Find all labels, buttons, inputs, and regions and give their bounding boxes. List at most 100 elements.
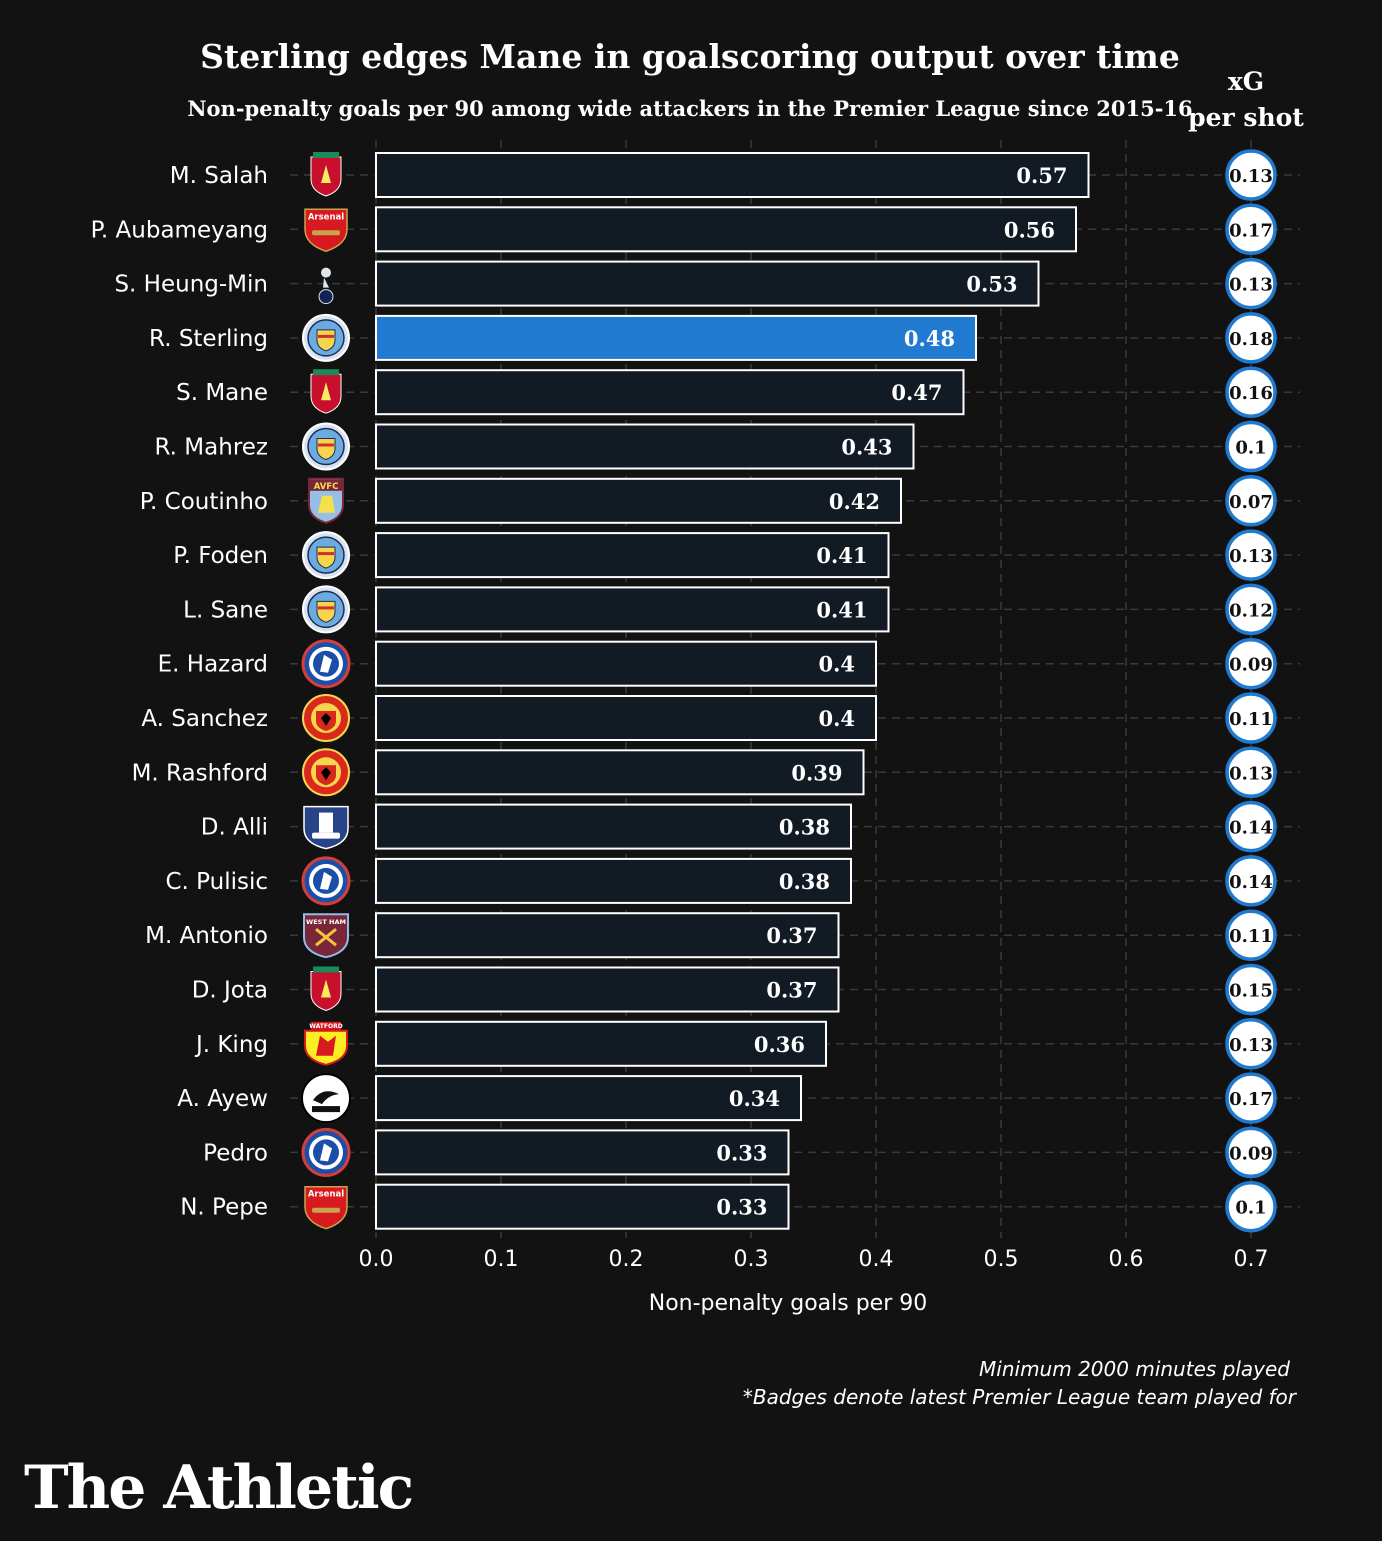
xg-circle	[1225, 963, 1277, 1016]
xg-circle	[1225, 149, 1277, 201]
player-name-label: R. Sterling	[149, 326, 268, 352]
chelsea-badge-icon	[301, 1127, 351, 1177]
bar-p-coutinho	[375, 477, 902, 524]
xg-circle	[1225, 692, 1277, 744]
man-city-shield	[316, 600, 336, 623]
footnote-badges: *Badges denote latest Premier League tea…	[743, 1385, 1298, 1409]
bar-value-label: 0.4	[818, 706, 855, 731]
x-tick-label: 0.2	[609, 1247, 644, 1272]
bar-value-label: 0.57	[1016, 163, 1067, 188]
player-name-label: P. Aubameyang	[91, 217, 268, 243]
man-city-badge-icon	[302, 422, 350, 471]
bar-value-label: 0.33	[716, 1195, 767, 1220]
player-name-label: A. Ayew	[177, 1086, 268, 1112]
xg-circle	[1225, 1126, 1277, 1179]
xg-value-label: 0.14	[1229, 818, 1273, 839]
man-city-badge-icon	[302, 531, 350, 580]
xg-value-label: 0.14	[1229, 872, 1273, 893]
arsenal-badge-icon: Arsenal	[304, 1185, 348, 1230]
xg-value-label: 0.09	[1229, 1143, 1273, 1164]
xg-value-label: 0.07	[1229, 492, 1273, 513]
liverpool-gates	[313, 369, 339, 376]
xg-value-label: 0.13	[1229, 546, 1273, 567]
bar-value-label: 0.38	[779, 815, 830, 840]
bar-e-hazard	[375, 640, 877, 687]
xg-value-label: 0.1	[1235, 1198, 1266, 1219]
aston-villa-banner	[310, 479, 342, 491]
x-tick-label: 0.4	[859, 1247, 894, 1272]
liverbird-icon	[321, 382, 331, 401]
bar-m-antonio	[375, 912, 840, 959]
bar-l-sane	[375, 586, 890, 633]
bar-r-mahrez	[375, 423, 915, 470]
xg-circle	[1225, 475, 1277, 527]
chart-title: Sterling edges Mane in goalscoring outpu…	[200, 37, 1180, 76]
bar-value-label: 0.4	[818, 652, 855, 677]
bar-d-jota	[375, 966, 840, 1013]
cockerel-icon	[321, 267, 331, 278]
aston-villa-wordmark: AVFC	[314, 482, 339, 492]
brand-logo: The Athletic	[24, 1453, 412, 1523]
xg-circle	[1225, 1180, 1277, 1233]
west-ham-wordmark: WEST HAM	[306, 918, 346, 926]
xg-circle	[1225, 800, 1277, 853]
bar-m-salah	[375, 152, 1090, 198]
bar-pedro	[375, 1129, 790, 1176]
everton-badge-icon	[303, 805, 349, 850]
bar-value-label: 0.42	[829, 489, 880, 514]
xg-circle	[1225, 257, 1277, 310]
cannon-icon	[312, 1207, 340, 1213]
xg-value-label: 0.16	[1229, 383, 1273, 404]
man-city-shield	[316, 438, 336, 461]
player-name-label: Pedro	[203, 1140, 268, 1166]
cannon-icon	[312, 230, 340, 236]
chelsea-badge-icon	[301, 856, 351, 906]
liverbird-icon	[321, 979, 331, 998]
west-ham-badge-icon: WEST HAM	[303, 913, 349, 959]
lion-icon	[320, 871, 332, 890]
devil-icon	[321, 767, 331, 781]
xg-circle	[1225, 1018, 1277, 1070]
xg-circle	[1225, 583, 1277, 636]
player-name-label: N. Pepe	[180, 1195, 268, 1221]
everton-banner	[312, 832, 340, 839]
xg-circle	[1225, 203, 1277, 256]
bar-p-foden	[375, 532, 890, 579]
player-name-label: J. King	[194, 1032, 268, 1058]
xg-circle	[1225, 1072, 1277, 1124]
man-city-badge-icon	[302, 313, 350, 362]
bar-value-label: 0.39	[791, 760, 842, 785]
bar-value-label: 0.47	[891, 380, 942, 405]
bar-s-heung-min	[375, 260, 1040, 307]
xg-value-label: 0.17	[1229, 220, 1273, 241]
bar-a-sanchez	[375, 695, 877, 741]
player-name-label: A. Sanchez	[141, 706, 268, 732]
player-name-label: M. Antonio	[145, 923, 268, 949]
xg-value-label: 0.13	[1229, 763, 1273, 784]
bar-value-label: 0.56	[1004, 217, 1055, 242]
liverpool-gates	[313, 966, 339, 973]
watford-wordmark: WATFORD	[309, 1023, 342, 1030]
xg-value-label: 0.15	[1229, 981, 1273, 1002]
xg-header-line1: xG	[1228, 67, 1264, 96]
player-name-label: P. Foden	[173, 543, 268, 569]
bar-c-pulisic	[375, 857, 852, 904]
bar-r-sterling	[375, 314, 977, 361]
xg-value-label: 0.11	[1229, 926, 1273, 947]
xg-value-label: 0.13	[1229, 166, 1273, 187]
player-name-label: E. Hazard	[158, 652, 268, 678]
player-name-label: M. Rashford	[132, 760, 268, 786]
man-utd-badge-icon	[302, 748, 350, 797]
swan-icon	[313, 1091, 339, 1105]
xg-circle	[1225, 855, 1277, 907]
player-name-label: D. Jota	[192, 978, 268, 1004]
bar-value-label: 0.36	[754, 1032, 805, 1057]
lion-icon	[318, 495, 335, 513]
player-name-label: S. Mane	[176, 380, 268, 406]
man-city-shield	[316, 329, 336, 352]
bar-j-king	[375, 1020, 827, 1067]
bar-value-label: 0.53	[966, 272, 1017, 297]
liverpool-badge-icon	[310, 369, 342, 414]
